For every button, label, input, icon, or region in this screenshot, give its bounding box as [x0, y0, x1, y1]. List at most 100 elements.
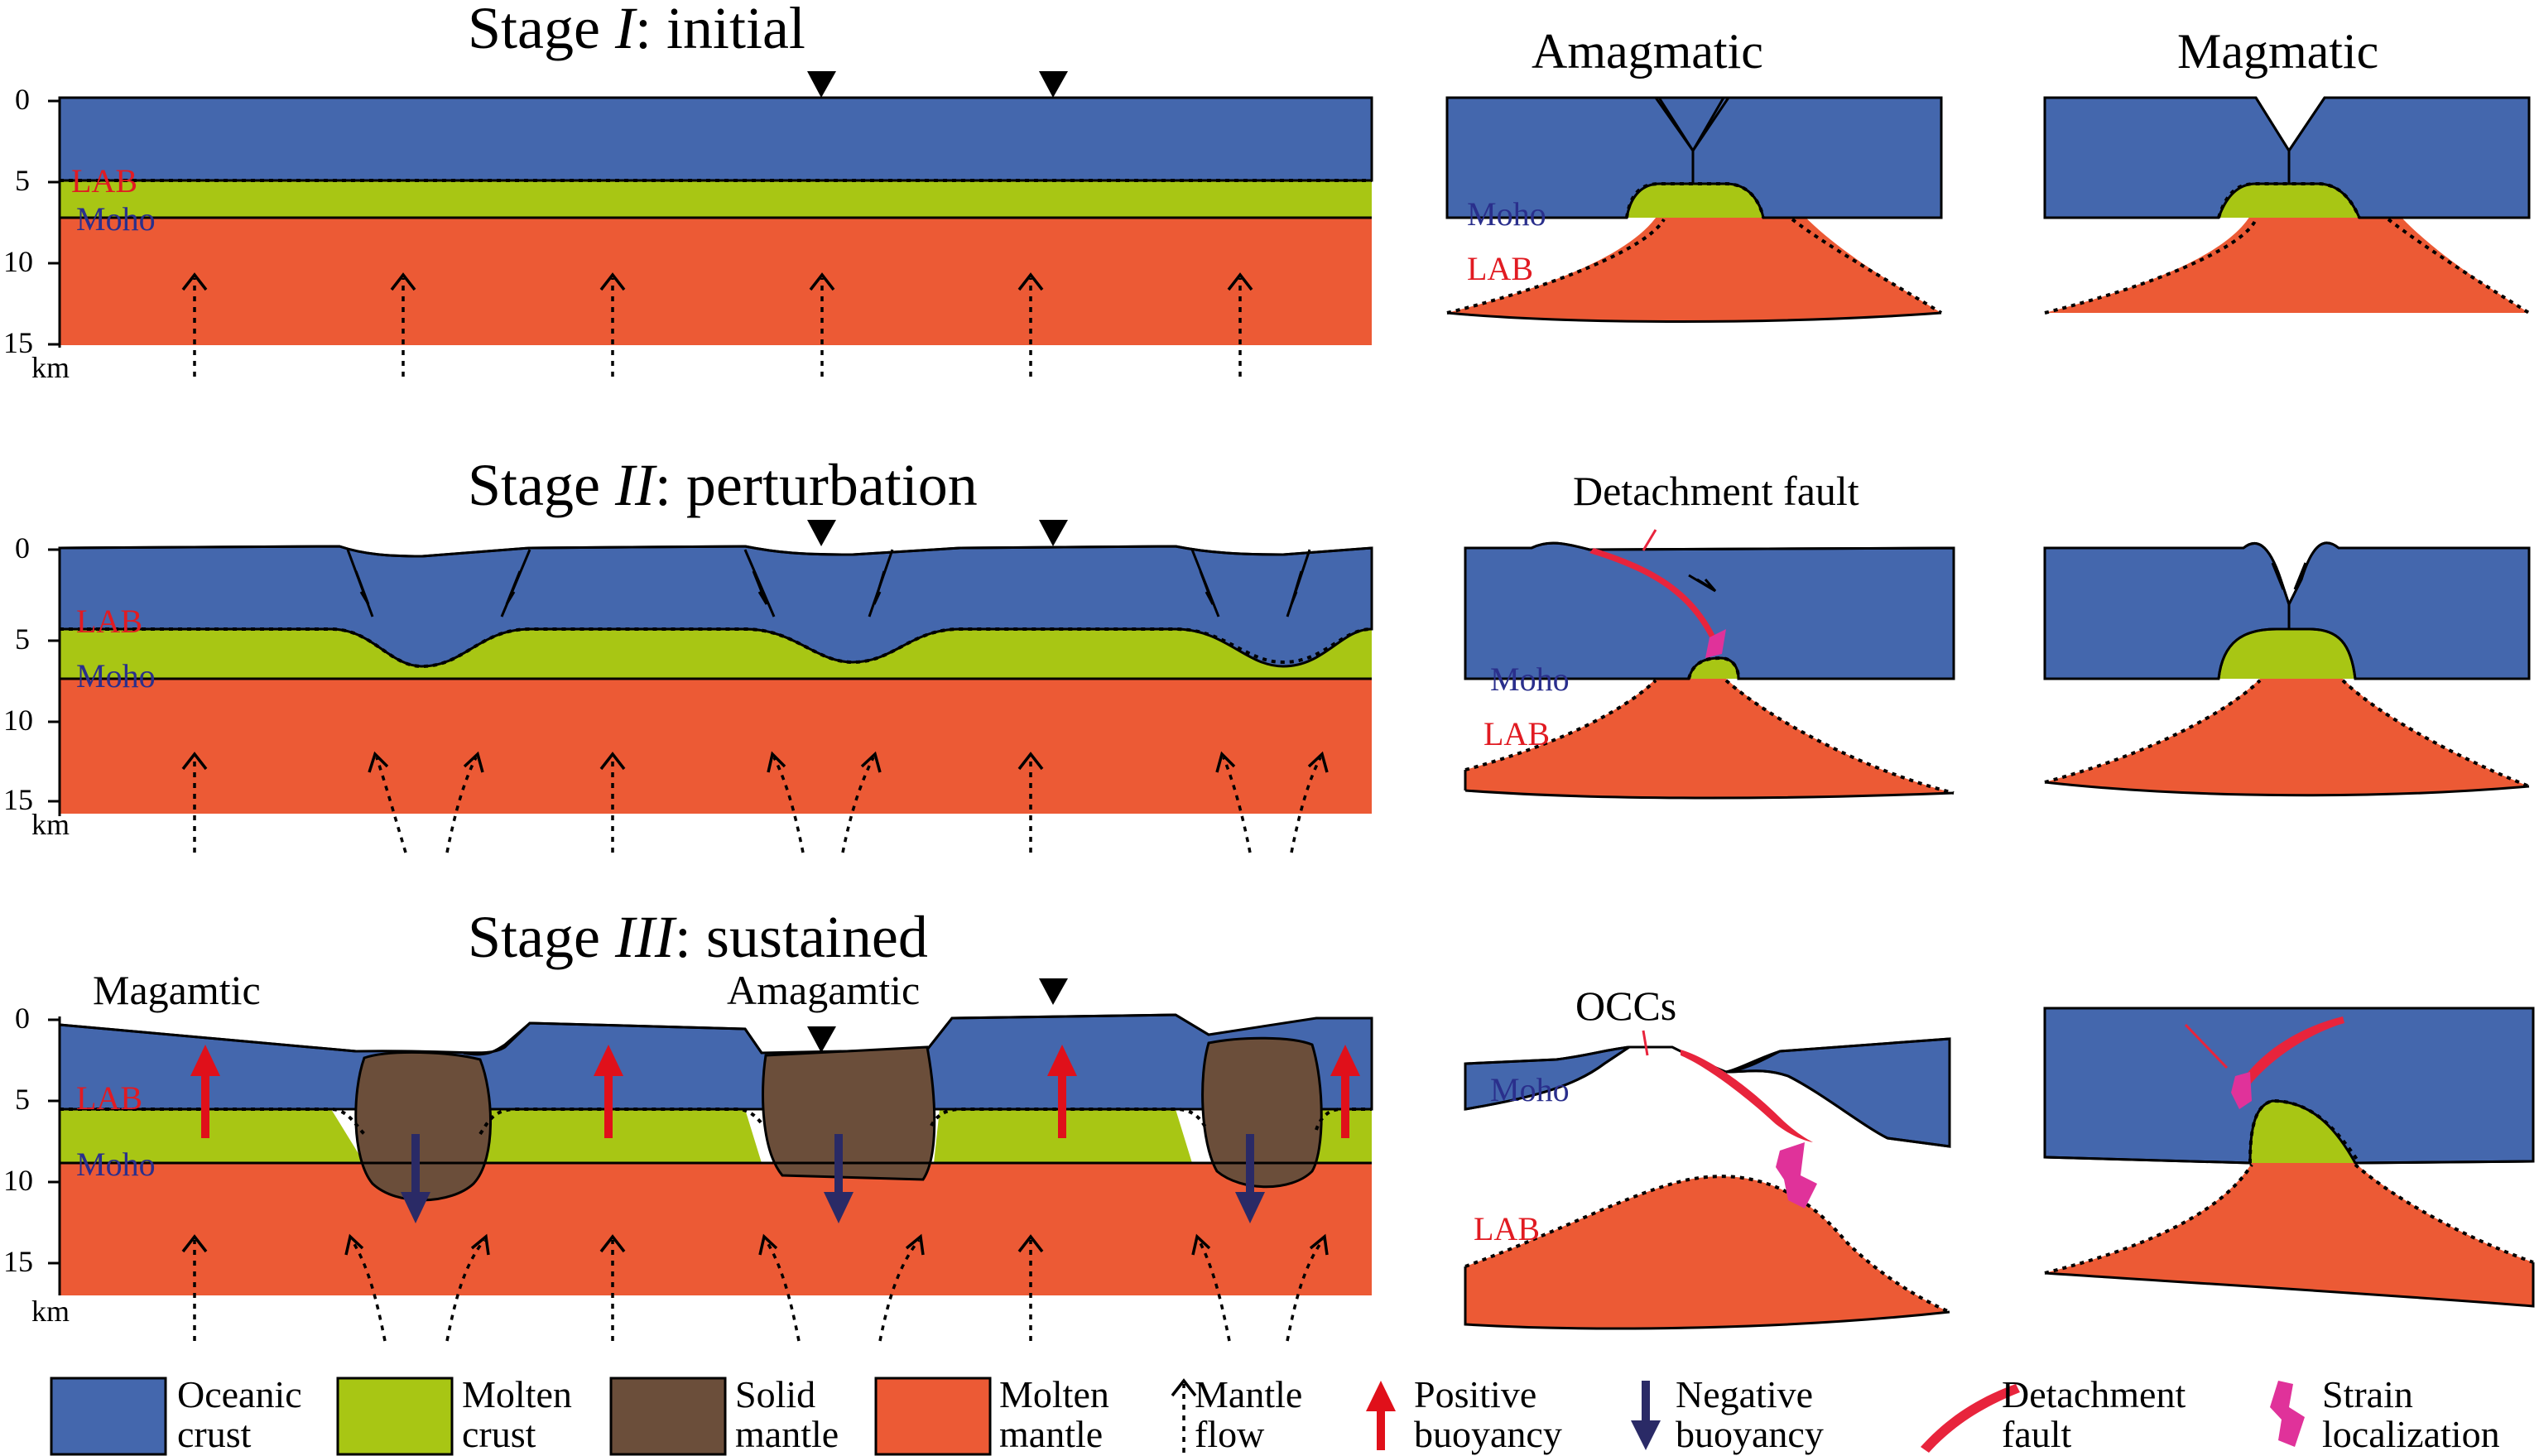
stage-3-amagmatic-section: OCCs Moho LAB — [1464, 983, 1951, 1330]
legend-label: mantle — [735, 1413, 839, 1455]
strain-localization-icon — [1705, 629, 1726, 658]
positive-buoyancy-arrows — [190, 1045, 1360, 1138]
mantle-flow-arrow-icon — [1286, 1233, 1329, 1342]
magmatic-region-label: Magamtic — [93, 967, 261, 1013]
axis-tick-label: 0 — [15, 531, 30, 565]
occs-label: OCCs — [1575, 983, 1676, 1029]
mantle-flow-arrow-icon — [1215, 751, 1252, 853]
normal-fault-icon — [743, 549, 776, 617]
legend-label: flow — [1195, 1413, 1265, 1455]
stage-1-amagmatic-section: Moho LAB — [1445, 96, 1943, 323]
mantle-flow-arrow-icon — [1191, 1233, 1231, 1342]
strain-localization-icon — [2270, 1381, 2305, 1447]
mantle-flow-arrows — [181, 1233, 1329, 1342]
solid-mantle-block — [762, 1045, 936, 1181]
mantle-flow-arrow-icon — [1290, 751, 1329, 853]
depth-axis: 0 5 10 15 km — [3, 83, 70, 384]
solid-mantle-swatch — [609, 1377, 727, 1456]
amagmatic-column-header: Amagmatic — [1532, 24, 1763, 79]
mantle-flow-arrow-icon — [1017, 1234, 1044, 1341]
ridge-marker-icon — [1039, 978, 1068, 1005]
negative-buoyancy-arrow-icon — [1631, 1381, 1661, 1450]
moho-label: Moho — [1490, 661, 1570, 698]
legend-label: localization — [2322, 1413, 2500, 1455]
moho-label: Moho — [1467, 195, 1546, 233]
axis-tick-label: 15 — [3, 783, 33, 816]
legend-item-solid-mantle: Solid mantle — [609, 1373, 839, 1456]
positive-buoyancy-arrow-icon — [1047, 1045, 1077, 1138]
mantle-flow-arrow-icon — [1171, 1378, 1197, 1453]
lab-label: LAB — [1467, 250, 1533, 287]
axis-unit-label: km — [31, 351, 70, 384]
legend-label: fault — [2002, 1413, 2072, 1455]
mantle-flow-arrow-icon — [390, 272, 416, 377]
lab-label: LAB — [76, 603, 142, 640]
detachment-fault-icon — [1921, 1384, 2020, 1453]
mantle-flow-arrow-icon — [599, 1234, 626, 1341]
axis-tick-label: 0 — [15, 83, 30, 116]
mantle-flow-arrow-icon — [445, 1233, 490, 1342]
oceanic-crust-layer — [58, 96, 1373, 182]
detachment-fault-label: Detachment fault — [1573, 468, 1859, 514]
molten-mantle-layer — [60, 1163, 1372, 1295]
legend-label: crust — [177, 1413, 252, 1455]
moho-label: Moho — [76, 657, 156, 694]
axis-tick-label: 15 — [3, 326, 33, 359]
ridge-marker-icon — [807, 1026, 836, 1053]
detachment-fault-icon — [1681, 1050, 1813, 1142]
stage-2-amagmatic-section: Detachment fault Moho LAB — [1464, 468, 1955, 800]
legend-label: Detachment — [2002, 1373, 2186, 1415]
legend-label: mantle — [999, 1413, 1103, 1455]
mantle-flow-arrow-icon — [181, 1234, 208, 1341]
stage-3-title: Stage III: sustained — [468, 904, 928, 970]
stage-2-magmatic-section — [2043, 541, 2531, 797]
legend-label: Oceanic — [177, 1373, 302, 1415]
lab-boundary — [60, 627, 1373, 669]
mantle-flow-arrow-icon — [599, 752, 626, 853]
mantle-flow-arrow-icon — [1017, 272, 1044, 377]
normal-faults — [346, 549, 1311, 617]
lab-label: LAB — [76, 1079, 142, 1117]
magmatic-column-header: Magmatic — [2177, 24, 2378, 79]
molten-mantle-swatch — [874, 1377, 992, 1456]
legend-label: buoyancy — [1676, 1413, 1824, 1455]
lab-label: LAB — [1483, 715, 1550, 752]
stage-1-panel: Stage I: initial LAB Moho 0 5 10 15 km — [3, 0, 1373, 384]
legend-label: Negative — [1676, 1373, 1813, 1415]
stage-2-title: Stage II: perturbation — [468, 452, 978, 518]
lab-boundary — [60, 1108, 1372, 1136]
positive-buoyancy-arrow-icon — [190, 1045, 220, 1138]
normal-fault-icon — [868, 549, 894, 617]
axis-unit-label: km — [31, 808, 70, 841]
ridge-marker-icon — [807, 71, 836, 98]
positive-buoyancy-arrow-icon — [1366, 1381, 1396, 1450]
legend-label: crust — [462, 1413, 536, 1455]
axis-unit-label: km — [31, 1295, 70, 1328]
mantle-flow-arrow-icon — [1017, 752, 1044, 853]
legend-label: Mantle — [1195, 1373, 1302, 1415]
strain-localization-icon — [2231, 1072, 2252, 1109]
stage-1-title: Stage I: initial — [468, 0, 805, 61]
moho-label: Moho — [76, 1146, 156, 1183]
mantle-flow-arrow-icon — [1227, 272, 1253, 377]
mantle-flow-arrows — [181, 751, 1329, 853]
legend-item-oceanic-crust: Oceanic crust — [50, 1373, 302, 1456]
axis-tick-label: 0 — [15, 1002, 30, 1035]
molten-crust-layer — [60, 629, 1372, 679]
molten-crust-layer — [60, 180, 1372, 219]
legend-item-molten-crust: Molten crust — [336, 1373, 572, 1456]
mantle-flow-arrow-icon — [841, 751, 882, 853]
molten-mantle-layer — [60, 677, 1372, 814]
legend-item-negative-buoyancy: Negative buoyancy — [1631, 1373, 1824, 1455]
depth-axis: 0 5 10 15 km — [3, 531, 70, 841]
mantle-flow-arrow-icon — [368, 751, 407, 853]
axis-tick-label: 5 — [15, 164, 30, 197]
mantle-flow-arrow-icon — [758, 1233, 801, 1342]
mantle-flow-arrows — [181, 272, 1253, 377]
positive-buoyancy-arrow-icon — [1330, 1045, 1360, 1138]
mantle-flow-arrow-icon — [878, 1233, 925, 1342]
solid-mantle-block — [354, 1050, 493, 1202]
negative-buoyancy-arrows — [401, 1134, 1265, 1223]
mantle-flow-arrow-icon — [809, 272, 835, 377]
